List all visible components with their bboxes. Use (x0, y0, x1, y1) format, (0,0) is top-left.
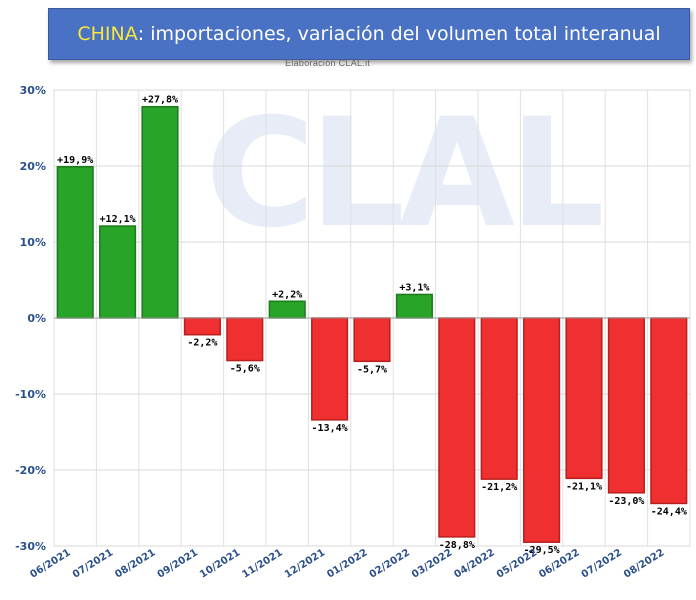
x-tick-label: 02/2022 (368, 547, 412, 580)
data-label: -29,5% (524, 545, 560, 556)
y-tick-label: 30% (20, 84, 46, 97)
title-country: CHINA (77, 23, 138, 45)
x-tick-label: 08/2021 (113, 547, 157, 580)
bar (183, 317, 221, 336)
y-tick-label: -20% (15, 464, 46, 477)
bar (480, 317, 518, 480)
bar (565, 317, 603, 480)
data-label: +2,2% (272, 289, 302, 300)
bar (650, 317, 688, 505)
x-tick-label: 07/2021 (71, 547, 115, 580)
bar (395, 293, 433, 319)
bar (99, 225, 137, 319)
chart-title: CHINA: importaciones, variación del volu… (48, 8, 690, 60)
watermark-logo: CLAL (205, 87, 601, 261)
x-tick-label: 05/2022 (495, 547, 539, 580)
y-tick-label: 10% (20, 236, 46, 249)
data-label: -24,4% (651, 506, 687, 517)
data-label: -5,6% (230, 364, 260, 375)
chart-subtitle: Elaboración CLAL.it (285, 58, 371, 68)
x-tick-label: 09/2021 (156, 547, 200, 580)
y-tick-label: -10% (15, 388, 46, 401)
bar (353, 317, 391, 363)
bar (607, 317, 645, 494)
data-label: -21,2% (481, 482, 517, 493)
data-label: -2,2% (187, 338, 217, 349)
data-label: +12,1% (100, 214, 136, 225)
y-tick-label: -30% (15, 540, 46, 553)
x-tick-label: 10/2021 (198, 547, 242, 580)
bar (438, 317, 476, 538)
bar (56, 166, 94, 319)
y-tick-label: 0% (27, 312, 46, 325)
data-label: -28,8% (439, 540, 475, 551)
data-label: -21,1% (566, 481, 602, 492)
title-text: : importaciones, variación del volumen t… (137, 23, 661, 45)
data-label: +19,9% (57, 155, 93, 166)
data-label: +27,8% (142, 95, 178, 106)
bar (311, 317, 349, 421)
bar (268, 300, 306, 319)
data-label: -13,4% (312, 423, 348, 434)
x-tick-label: 04/2022 (452, 547, 496, 580)
x-tick-label: 08/2022 (622, 547, 666, 580)
bar (523, 317, 561, 543)
x-tick-label: 01/2022 (325, 547, 369, 580)
data-label: +3,1% (399, 282, 429, 293)
y-tick-label: 20% (20, 160, 46, 173)
bar (226, 317, 264, 362)
data-label: -5,7% (357, 364, 387, 375)
x-tick-label: 03/2022 (410, 547, 454, 580)
bar (141, 105, 179, 319)
x-tick-label: 12/2021 (283, 547, 327, 580)
x-tick-label: 11/2021 (240, 547, 284, 580)
x-tick-label: 07/2022 (580, 547, 624, 580)
data-label: -23,0% (608, 496, 644, 507)
